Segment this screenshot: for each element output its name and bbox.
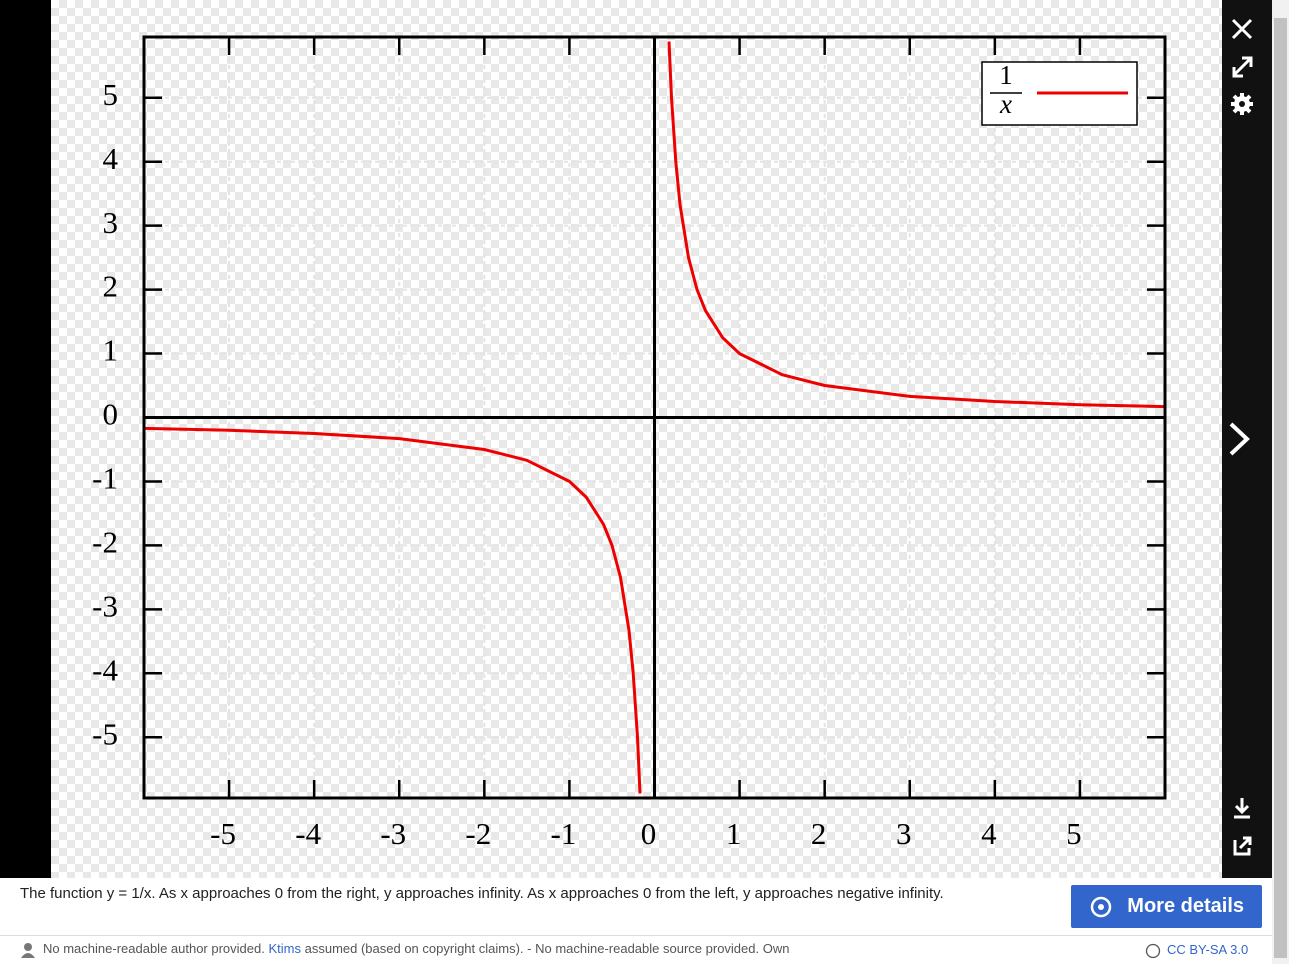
y-tick-label: 0	[103, 397, 119, 432]
author-link[interactable]: Ktims	[268, 941, 301, 956]
cc-icon	[1145, 943, 1161, 959]
y-tick-label: 4	[103, 141, 119, 176]
x-tick-label: 5	[1066, 816, 1082, 851]
button-label[interactable]: More details	[1127, 895, 1244, 917]
fullscreen-icon[interactable]	[1232, 56, 1253, 78]
legend: 1 x	[981, 60, 1138, 126]
line-series	[144, 41, 1165, 794]
y-tick-label: -1	[92, 461, 118, 496]
legend-numerator: 1	[999, 60, 1013, 90]
x-tick-label: -5	[210, 816, 236, 851]
x-tick-label: 0	[641, 816, 657, 851]
toolbar-icons	[1229, 18, 1253, 856]
toolbar	[1222, 0, 1272, 878]
x-tick-label: 3	[896, 816, 912, 851]
close-icon[interactable]	[1231, 18, 1253, 40]
caption: The function y = 1/x. As x approaches 0 …	[20, 885, 944, 902]
y-tick-label: -4	[92, 652, 118, 687]
y-tick-label: -3	[92, 588, 118, 623]
x-tick-label: 2	[811, 816, 827, 851]
download-icon[interactable]	[1234, 798, 1250, 819]
y-tick-label: 2	[103, 269, 119, 304]
y-tick-label: 5	[103, 77, 119, 112]
button-icon	[1090, 896, 1112, 918]
x-tick-label: -1	[551, 816, 577, 851]
x-tick-label: 4	[981, 816, 997, 851]
y-tick-label: 3	[103, 205, 119, 240]
attribution-rest: assumed (based on copyright claims). - N…	[304, 941, 790, 956]
image-area	[51, 0, 1222, 878]
x-tick-label: -2	[465, 816, 491, 851]
scrollbar-thumb[interactable]	[1274, 18, 1287, 958]
chart: 1 x -5 -4 -3 -2 -1 0 1 2 3 4 5 -5 -4 -3 -2 -1 0 1 2 3 4 5	[92, 35, 1167, 851]
license-link[interactable]: CC BY-SA 3.0	[1167, 942, 1249, 957]
share-icon[interactable]	[1233, 836, 1252, 856]
attribution: No machine-readable author provided. Kti…	[43, 941, 789, 956]
y-tick-label: 1	[103, 333, 119, 368]
author: No machine-readable author provided.	[43, 941, 265, 956]
x-tick-label: 1	[726, 816, 742, 851]
legend-denominator: x	[999, 89, 1012, 119]
more-details-button[interactable]: More details	[1071, 885, 1262, 928]
footer: No machine-readable author provided. Kti…	[0, 935, 1272, 965]
next-icon[interactable]	[1229, 422, 1250, 456]
plot-frame	[142, 35, 1167, 800]
y-tick-label: -5	[92, 716, 118, 751]
x-tick-label: -4	[295, 816, 321, 851]
y-tick-label: -2	[92, 525, 118, 560]
settings-icon[interactable]	[1231, 93, 1253, 115]
x-tick-label: -3	[380, 816, 406, 851]
user-icon	[21, 943, 35, 958]
